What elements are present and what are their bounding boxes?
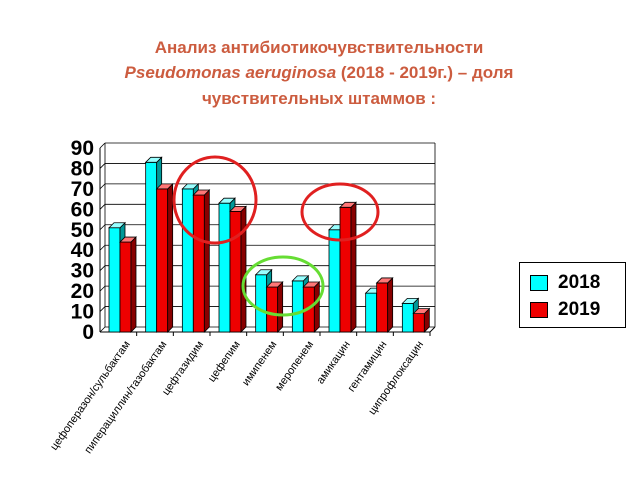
legend-label-2019: 2019 (558, 299, 601, 320)
y-tick-label-10: 10 (71, 301, 94, 324)
bar-top-2019-5 (302, 281, 321, 288)
y-tick-label-90: 90 (71, 137, 94, 160)
legend-swatch-2018 (530, 275, 548, 291)
gridline-side-30 (99, 265, 106, 271)
bar-2018-1 (145, 161, 158, 333)
gridline-side-60 (99, 204, 106, 210)
bar-2019-4 (266, 286, 279, 333)
gridline-side-20 (99, 285, 106, 292)
legend: 2018 2019 (519, 262, 626, 328)
bar-2018-2 (181, 188, 194, 333)
bar-top-2018-3 (218, 197, 236, 204)
bar-2019-6 (339, 206, 352, 333)
legend-item-2019: 2019 (530, 299, 600, 321)
bar-side-2019-4 (277, 281, 284, 333)
bar-top-2018-5 (291, 275, 310, 282)
y-tick-label-30: 30 (71, 260, 94, 283)
bar-side-2019-6 (350, 201, 357, 333)
legend-label-2018: 2018 (558, 272, 601, 293)
x-tick-label-4: имипенем (240, 339, 279, 388)
bar-side-2019-3 (240, 205, 247, 333)
bar-2018-7 (365, 292, 378, 333)
bar-top-2019-4 (265, 281, 284, 288)
bar-top-2019-0 (119, 236, 137, 243)
bar-side-2019-2 (203, 189, 210, 333)
x-tick-label-3: цефепим (206, 339, 243, 384)
chart-title-line3: чувствительных штаммов : (0, 88, 638, 110)
bar-top-2018-0 (108, 222, 126, 229)
bar-top-2019-1 (155, 183, 174, 190)
y-tick-label-0: 0 (82, 321, 94, 344)
bar-2018-6 (328, 229, 341, 333)
bar-top-2019-6 (339, 201, 357, 208)
bar-2019-8 (412, 313, 425, 333)
bar-top-2019-7 (375, 277, 394, 284)
chart-title-line1: Анализ антибиотикочувствительности (0, 37, 638, 59)
bar-top-2018-8 (401, 297, 420, 304)
bar-top-2018-1 (144, 156, 163, 163)
highlight-circle-carbapenems (241, 255, 325, 317)
bar-2019-0 (119, 241, 132, 333)
highlight-circle-amikacin (300, 182, 380, 242)
bar-2018-4 (255, 274, 268, 333)
gridline-side-40 (99, 244, 106, 251)
chart-title-line2: Pseudomonas aeruginosa (2018 - 2019г.) –… (0, 62, 638, 84)
y-tick-label-70: 70 (71, 178, 94, 201)
legend-item-2018: 2018 (530, 272, 600, 294)
bar-top-2018-4 (254, 269, 273, 276)
bar-2018-8 (401, 302, 414, 333)
y-tick-label-80: 80 (71, 157, 94, 180)
bar-2019-2 (192, 194, 205, 333)
bar-side-2019-0 (130, 236, 137, 333)
bar-2018-5 (291, 280, 304, 333)
y-tick-label-50: 50 (71, 219, 94, 242)
gridline-side-0 (99, 326, 106, 333)
gridline-side-50 (99, 224, 106, 231)
y-tick-label-20: 20 (71, 280, 94, 303)
bar-2019-3 (229, 210, 242, 333)
bar-2018-3 (218, 202, 231, 333)
title-organism: Pseudomonas aeruginosa (124, 63, 337, 82)
x-tick-label-5: меропенем (273, 339, 316, 393)
bar-2019-7 (376, 282, 389, 333)
title-line3-text: чувствительных штаммов : (201, 89, 437, 108)
bar-top-2019-3 (229, 205, 247, 212)
x-tick-label-6: амикацин (315, 339, 353, 386)
bar-side-2019-7 (387, 276, 394, 333)
gridline-side-10 (99, 306, 106, 312)
annotations (172, 155, 380, 317)
y-tick-label-40: 40 (71, 239, 94, 262)
gridline-side-70 (99, 183, 106, 190)
bars (108, 156, 431, 333)
bar-top-2018-2 (181, 183, 200, 190)
title-period: (2018 - 2019г.) – доля (336, 63, 514, 82)
title-line1-text: Анализ антибиотикочувствительности (154, 38, 484, 57)
bar-side-2019-5 (313, 281, 320, 333)
bar-2018-0 (108, 227, 121, 333)
gridline-side-80 (99, 163, 106, 169)
bar-top-2019-2 (192, 189, 211, 196)
bar-side-2019-1 (167, 182, 174, 333)
gridline-side-90 (99, 142, 106, 149)
bar-top-2019-8 (412, 308, 431, 315)
bar-2019-1 (156, 188, 169, 333)
highlight-circle-cephalosporins (172, 155, 258, 245)
legend-swatch-2019 (530, 302, 548, 318)
y-tick-label-60: 60 (71, 198, 94, 221)
floor-right-edge (429, 326, 436, 333)
